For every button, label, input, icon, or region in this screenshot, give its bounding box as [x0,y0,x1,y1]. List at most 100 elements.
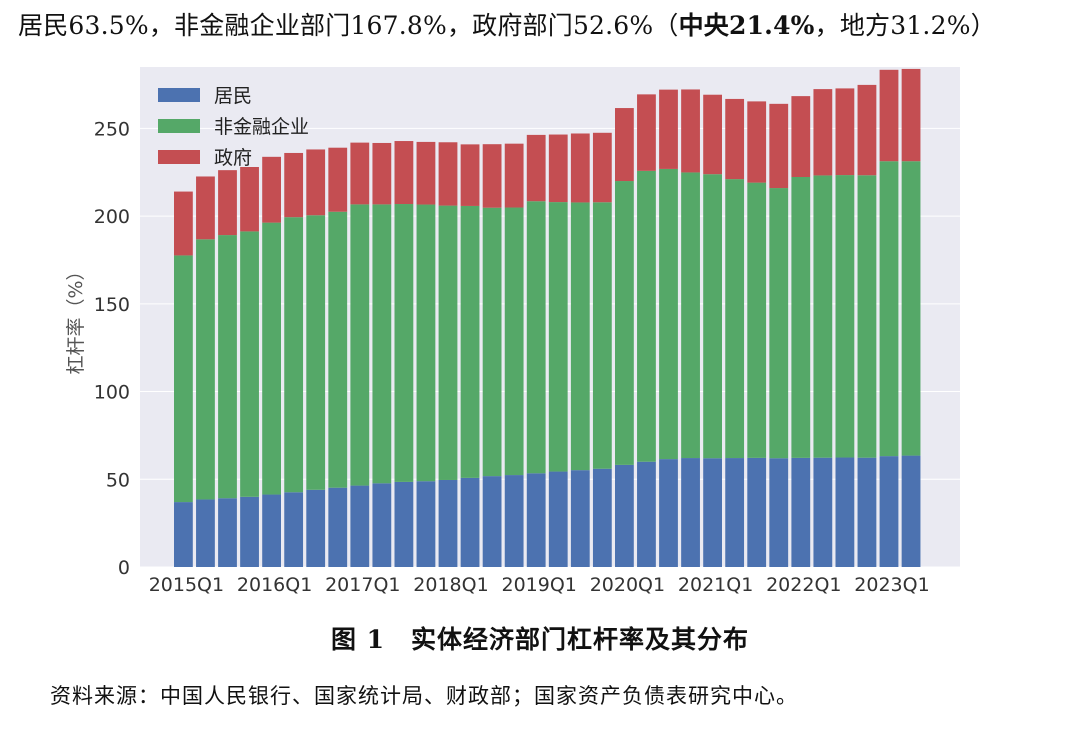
bar-household [879,456,899,567]
bar-household [857,457,877,567]
bar-corporate [416,204,436,482]
bar-government [570,133,590,203]
bar-corporate [196,239,215,500]
bar-corporate [372,204,392,484]
bar-corporate [901,161,921,456]
bar-government [813,89,833,176]
summary-line: 居民63.5%，非金融企业部门167.8%，政府部门52.6%（中央21.4%，… [18,6,996,42]
bar-government [284,152,304,218]
bar-government [328,147,348,212]
bar-corporate [879,161,899,457]
bar-government [394,141,414,205]
summary-prefix: 居民63.5%，非金融企业部门167.8%，政府部门52.6%（ [18,11,679,40]
bar-household [659,459,678,567]
bar-household [615,464,634,567]
x-tick-label: 2020Q1 [590,574,665,596]
bar-household [526,473,546,567]
bar-corporate [262,222,281,495]
bar-corporate [482,207,502,477]
bar-household [681,458,700,567]
bar-government [835,88,855,176]
y-tick-label: 150 [94,294,130,316]
x-tick-label: 2022Q1 [766,574,841,596]
bar-household [350,485,370,567]
bar-household [284,492,304,567]
bar-government [747,101,767,183]
bar-household [262,494,281,567]
x-tick-label: 2016Q1 [237,574,312,596]
x-tick-label: 2017Q1 [325,574,400,596]
bar-government [592,132,612,203]
bar-government [791,96,811,177]
bar-household [196,499,215,567]
bar-corporate [857,175,877,458]
legend-label: 政府 [214,147,252,169]
bar-corporate [835,175,855,458]
bar-government [879,69,899,162]
bar-government [548,134,568,203]
bar-government [218,170,237,236]
y-tick-label: 0 [118,557,130,579]
x-tick-label: 2018Q1 [413,574,488,596]
bar-government [174,191,193,256]
bar-corporate [747,182,767,458]
bar-household [460,477,480,567]
y-tick-labels: 0 50 100 150 200 250 [94,118,130,579]
bar-government [196,176,215,240]
y-tick-label: 50 [106,469,130,491]
bar-corporate [526,201,546,474]
bar-household [328,487,348,567]
bars-group [174,68,921,567]
bar-government [681,89,700,173]
bar-household [218,498,237,567]
bar-household [438,479,458,567]
bar-household [769,458,789,567]
bar-corporate [703,174,722,459]
bar-government [526,134,546,202]
bar-corporate [284,217,304,493]
bar-household [592,468,612,567]
figure-caption: 图 1 实体经济部门杠杆率及其分布 [330,625,750,654]
bar-government [416,141,436,205]
bar-household [637,461,656,567]
bar-corporate [460,205,480,478]
bar-corporate [350,204,370,486]
bar-household [747,457,767,567]
bar-household [791,457,811,567]
bar-corporate [681,172,700,459]
y-axis-label: 杠杆率（%） [65,261,87,374]
bar-household [570,470,590,567]
bar-household [482,476,502,567]
x-tick-label: 2021Q1 [678,574,753,596]
bar-household [372,483,392,567]
bar-corporate [218,235,237,499]
bar-government [262,156,281,223]
bar-government [769,103,789,189]
bar-corporate [306,215,326,490]
x-tick-label: 2023Q1 [854,574,929,596]
summary-central: 中央21.4% [678,11,815,40]
figure-source: 资料来源：中国人民银行、国家统计局、财政部；国家资产负债表研究中心。 [50,684,798,708]
bar-government [240,167,259,232]
bar-corporate [659,168,678,460]
bar-corporate [791,177,811,458]
legend-swatch [158,119,200,133]
bar-government [460,144,480,206]
legend-label: 居民 [214,85,252,107]
bar-corporate [240,231,259,497]
legend-swatch [158,88,200,102]
bar-government [438,142,458,206]
y-tick-label: 250 [94,118,130,140]
bar-corporate [637,170,656,462]
bar-corporate [725,179,745,459]
bar-household [306,489,326,567]
bar-corporate [504,207,524,476]
bar-corporate [813,175,833,458]
bar-household [725,458,745,567]
bar-government [901,68,921,162]
bar-corporate [174,255,193,503]
bar-household [835,457,855,567]
bar-government [615,108,634,182]
bar-government [659,89,678,169]
